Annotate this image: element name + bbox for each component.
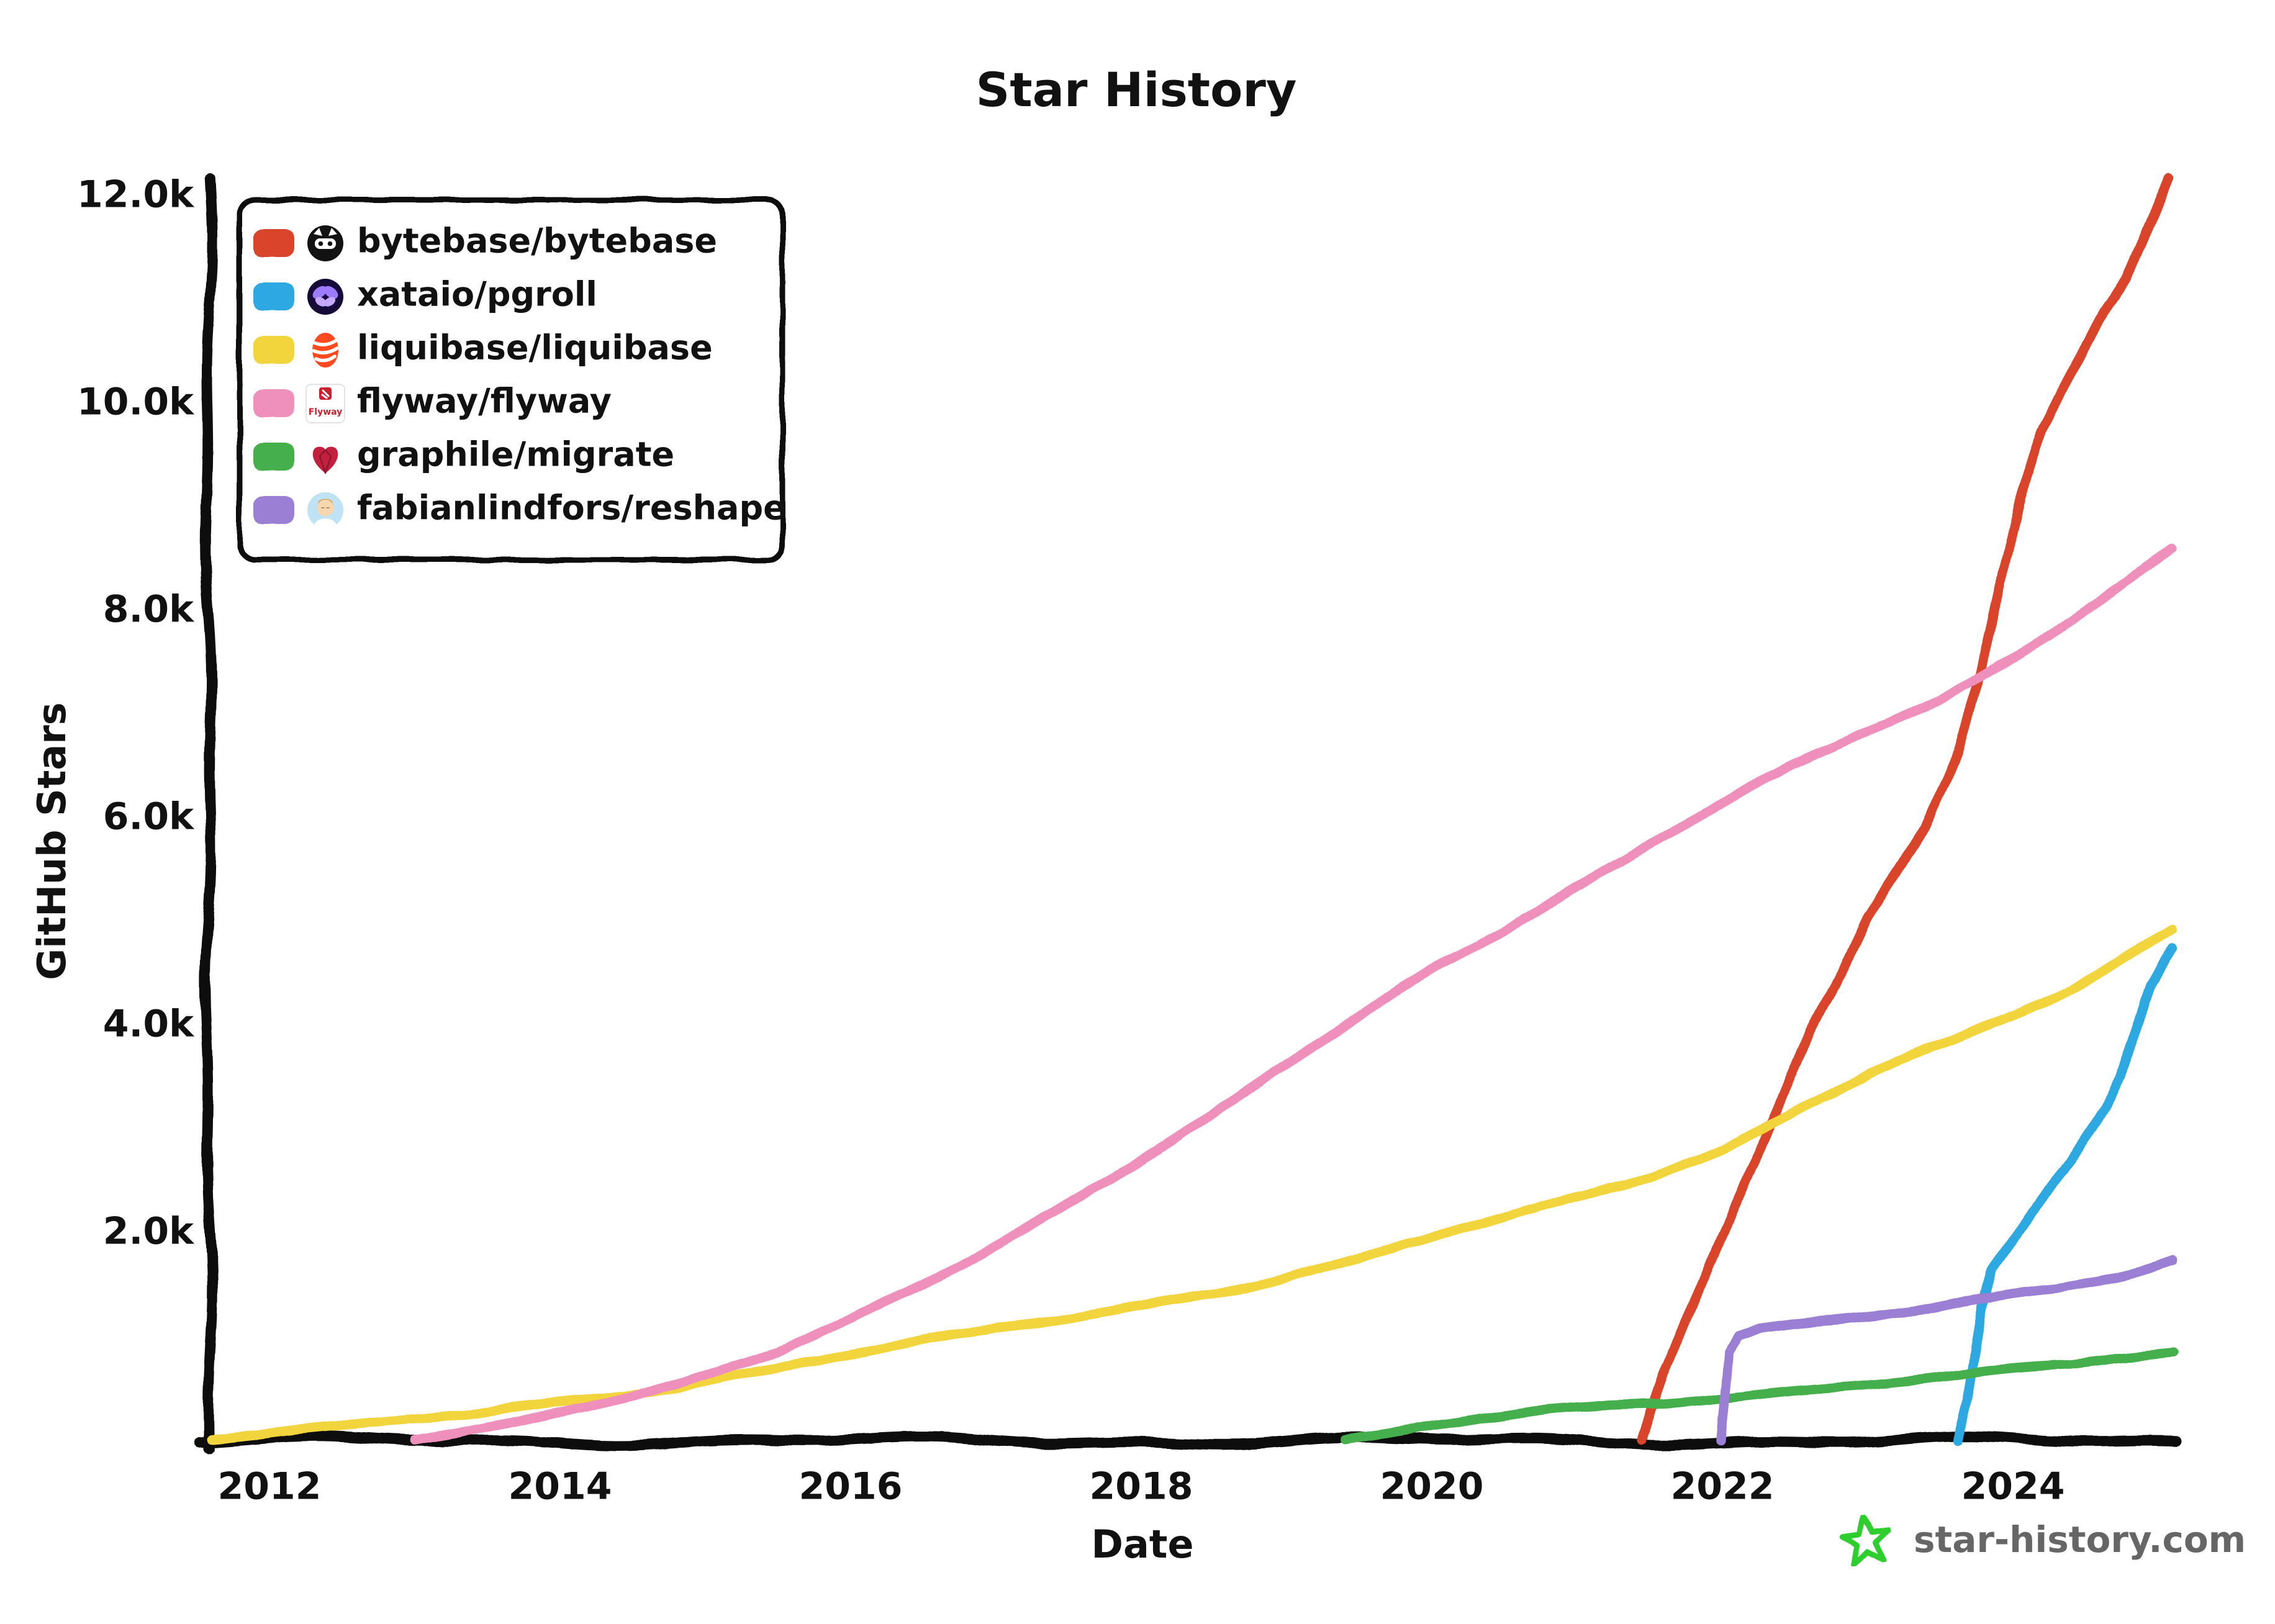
x-axis-title: Date [1092,1522,1194,1567]
watermark-text: star-history.com [1914,1518,2246,1561]
x-tick-label: 2022 [1671,1465,1775,1509]
svg-text:Flyway: Flyway [309,407,343,417]
y-axis-title: GitHub Stars [29,702,75,980]
legend-swatch [253,336,294,364]
y-tick-label: 10.0k [77,381,195,424]
bytebase-icon [307,225,343,261]
x-tick-label: 2020 [1380,1465,1484,1509]
y-tick-label: 6.0k [103,795,195,839]
series-line-fabianlindfors-reshape [1716,1256,2178,1446]
y-tick-label: 8.0k [103,588,195,631]
star-icon [1839,1514,1891,1567]
legend-label: xataio/pgroll [357,275,597,314]
x-tick-label: 2024 [1961,1465,2065,1509]
liquibase-drop-icon [312,333,339,368]
xata-butterfly-icon [307,279,343,315]
series-line-flyway-flyway [410,543,2177,1445]
legend: bytebase/bytebase xataio/pgroll l [237,197,786,563]
series-lines [207,171,2179,1446]
x-axis-line [194,1430,2182,1451]
graphile-heart-icon [312,446,338,474]
y-tick-label: 12.0k [77,173,195,217]
legend-label: graphile/migrate [357,435,674,474]
legend-row-graphile[interactable]: graphile/migrate [253,435,674,474]
chart-title: Star History [976,62,1297,117]
axes [194,173,2182,1455]
legend-row-reshape[interactable]: fabianlindfors/reshape [253,489,786,529]
watermark-link[interactable]: star-history.com [1839,1514,2246,1567]
legend-swatch [253,496,294,525]
y-tick-label: 2.0k [103,1210,195,1253]
tick-labels: 2012 2014 2016 2018 2020 2022 2024 2.0k 4.0k 6.0k… [77,173,2065,1509]
flyway-logo-icon: Flyway [305,384,345,423]
x-tick-label: 2014 [509,1465,612,1509]
legend-swatch [253,443,294,471]
legend-swatch [253,389,294,418]
legend-label: bytebase/bytebase [357,222,717,261]
legend-box [237,197,785,563]
legend-row-liquibase[interactable]: liquibase/liquibase [253,328,713,368]
legend-row-flyway[interactable]: Flyway flyway/flyway [253,382,612,423]
x-tick-label: 2012 [218,1465,322,1509]
legend-label: flyway/flyway [357,382,612,421]
legend-label: fabianlindfors/reshape [357,489,786,528]
legend-row-bytebase[interactable]: bytebase/bytebase [253,222,717,261]
x-tick-label: 2016 [799,1465,903,1509]
legend-swatch [253,282,294,311]
legend-row-pgroll[interactable]: xataio/pgroll [253,275,597,315]
series-line-xataio-pgroll [1952,943,2178,1446]
legend-label: liquibase/liquibase [357,328,713,368]
y-axis-line [199,173,218,1455]
legend-swatch [253,229,294,258]
series-line-graphile-migrate [1340,1348,2178,1445]
series-line-liquibase-liquibase [207,924,2179,1445]
y-tick-label: 4.0k [103,1003,195,1046]
x-tick-label: 2018 [1090,1465,1193,1509]
avatar-icon [307,492,343,528]
series-line-bytebase-bytebase [1637,171,2174,1446]
